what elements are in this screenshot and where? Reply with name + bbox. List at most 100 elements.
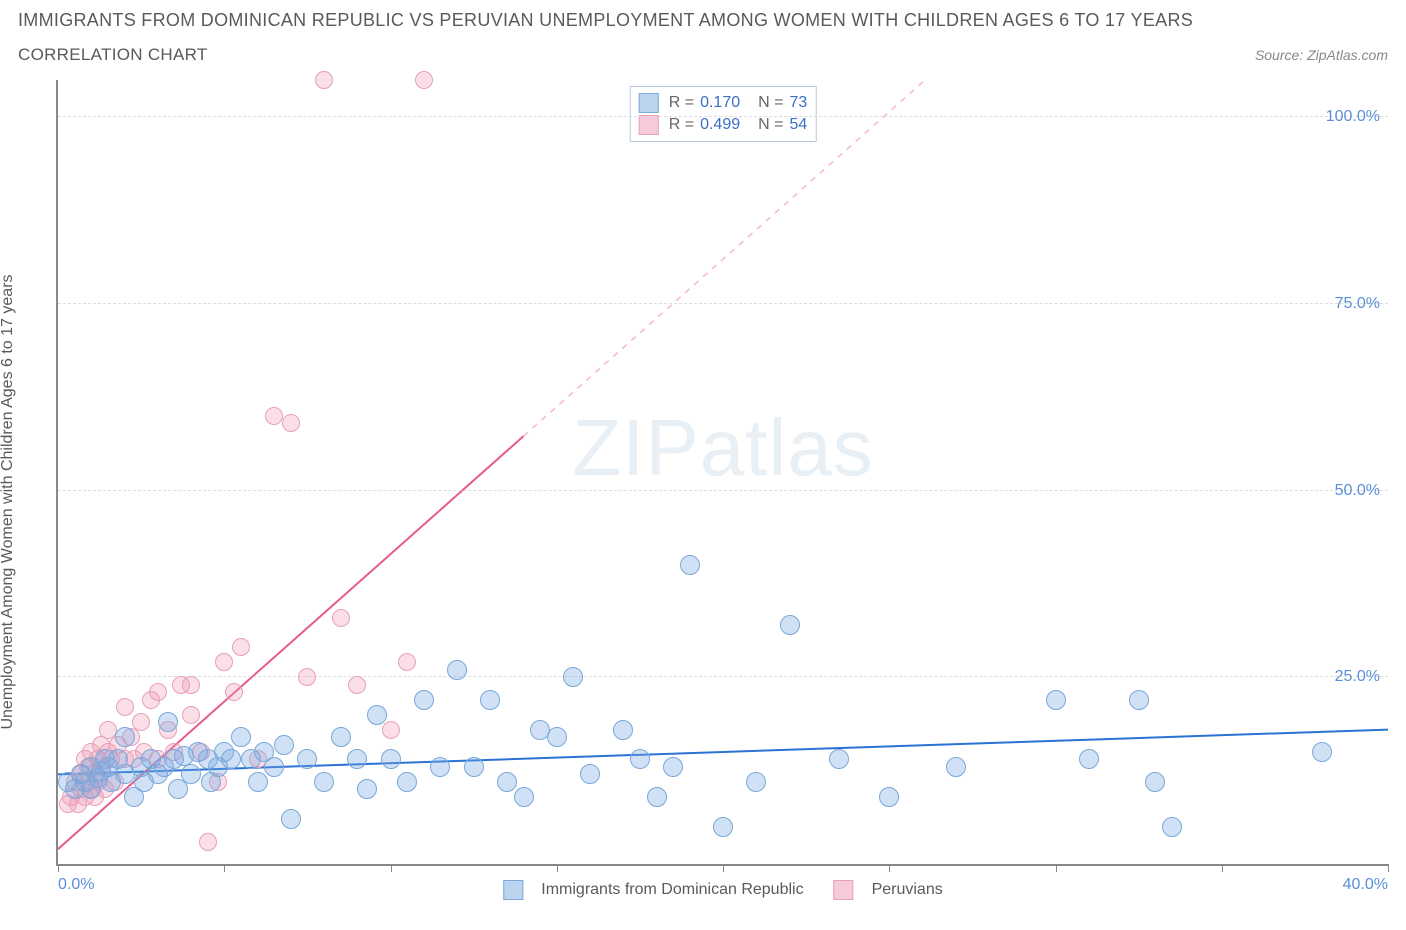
scatter-point-blue bbox=[357, 779, 377, 799]
x-tick-label-left: 0.0% bbox=[58, 876, 94, 894]
chart-source: Source: ZipAtlas.com bbox=[1255, 47, 1388, 63]
scatter-point-blue bbox=[563, 667, 583, 687]
legend-swatch-pink-icon bbox=[834, 880, 854, 900]
scatter-point-blue bbox=[663, 757, 683, 777]
gridline bbox=[58, 490, 1388, 491]
scatter-point-blue bbox=[514, 787, 534, 807]
trend-line-pink-solid bbox=[58, 436, 524, 849]
subtitle-row: CORRELATION CHART Source: ZipAtlas.com bbox=[18, 45, 1388, 65]
scatter-point-blue bbox=[447, 660, 467, 680]
scatter-point-pink bbox=[182, 676, 200, 694]
scatter-point-pink bbox=[232, 638, 250, 656]
scatter-point-blue bbox=[331, 727, 351, 747]
info-n-pink: 54 bbox=[789, 116, 807, 134]
scatter-point-pink bbox=[215, 653, 233, 671]
scatter-point-blue bbox=[879, 787, 899, 807]
scatter-point-blue bbox=[347, 749, 367, 769]
scatter-point-blue bbox=[829, 749, 849, 769]
scatter-point-blue bbox=[946, 757, 966, 777]
y-tick-label: 100.0% bbox=[1326, 108, 1380, 126]
scatter-point-blue bbox=[297, 749, 317, 769]
scatter-point-blue bbox=[158, 712, 178, 732]
info-row-pink: R = 0.499 N = 54 bbox=[639, 115, 808, 135]
scatter-point-blue bbox=[281, 809, 301, 829]
scatter-point-blue bbox=[248, 772, 268, 792]
x-tick-label-right: 40.0% bbox=[1343, 876, 1388, 894]
x-tick bbox=[889, 864, 890, 872]
scatter-point-pink bbox=[182, 706, 200, 724]
x-tick bbox=[58, 864, 59, 872]
scatter-point-pink bbox=[265, 407, 283, 425]
chart-subtitle: CORRELATION CHART bbox=[18, 45, 208, 65]
scatter-point-blue bbox=[381, 749, 401, 769]
gridline bbox=[58, 676, 1388, 677]
scatter-point-blue bbox=[746, 772, 766, 792]
scatter-point-blue bbox=[430, 757, 450, 777]
scatter-point-pink bbox=[116, 698, 134, 716]
y-tick-label: 75.0% bbox=[1335, 295, 1380, 313]
chart-header: IMMIGRANTS FROM DOMINICAN REPUBLIC VS PE… bbox=[0, 0, 1406, 65]
plot-region: ZIPatlas R = 0.170 N = 73 R = 0.499 N = … bbox=[56, 80, 1388, 866]
scatter-point-blue bbox=[630, 749, 650, 769]
x-tick bbox=[224, 864, 225, 872]
scatter-point-blue bbox=[414, 690, 434, 710]
scatter-point-blue bbox=[497, 772, 517, 792]
scatter-point-blue bbox=[580, 764, 600, 784]
bottom-legend: Immigrants from Dominican Republic Peruv… bbox=[503, 880, 942, 900]
scatter-point-blue bbox=[780, 615, 800, 635]
scatter-point-blue bbox=[547, 727, 567, 747]
scatter-point-pink bbox=[332, 609, 350, 627]
legend-label-pink: Peruvians bbox=[872, 881, 943, 899]
scatter-point-pink bbox=[415, 71, 433, 89]
scatter-point-pink bbox=[225, 683, 243, 701]
scatter-point-blue bbox=[1129, 690, 1149, 710]
scatter-point-pink bbox=[398, 653, 416, 671]
x-tick bbox=[557, 864, 558, 872]
scatter-point-pink bbox=[348, 676, 366, 694]
scatter-point-blue bbox=[115, 727, 135, 747]
scatter-point-blue bbox=[1046, 690, 1066, 710]
legend-swatch-blue-icon bbox=[503, 880, 523, 900]
info-r-label: R = bbox=[669, 116, 694, 134]
scatter-point-blue bbox=[680, 555, 700, 575]
info-r-label: R = bbox=[669, 94, 694, 112]
scatter-point-pink bbox=[382, 721, 400, 739]
info-r-blue: 0.170 bbox=[700, 94, 740, 112]
x-tick bbox=[1056, 864, 1057, 872]
scatter-point-blue bbox=[367, 705, 387, 725]
scatter-point-pink bbox=[132, 713, 150, 731]
gridline bbox=[58, 116, 1388, 117]
correlation-info-box: R = 0.170 N = 73 R = 0.499 N = 54 bbox=[630, 86, 817, 142]
info-row-blue: R = 0.170 N = 73 bbox=[639, 93, 808, 113]
info-r-pink: 0.499 bbox=[700, 116, 740, 134]
scatter-point-blue bbox=[181, 764, 201, 784]
scatter-point-blue bbox=[1162, 817, 1182, 837]
x-tick bbox=[1222, 864, 1223, 872]
scatter-point-blue bbox=[1079, 749, 1099, 769]
y-tick-label: 25.0% bbox=[1335, 668, 1380, 686]
x-tick bbox=[723, 864, 724, 872]
scatter-point-blue bbox=[231, 727, 251, 747]
legend-label-blue: Immigrants from Dominican Republic bbox=[541, 881, 803, 899]
info-n-label: N = bbox=[758, 116, 783, 134]
scatter-point-blue bbox=[613, 720, 633, 740]
scatter-point-blue bbox=[397, 772, 417, 792]
scatter-point-blue bbox=[1312, 742, 1332, 762]
x-tick bbox=[1388, 864, 1389, 872]
info-n-blue: 73 bbox=[789, 94, 807, 112]
scatter-point-blue bbox=[264, 757, 284, 777]
scatter-point-blue bbox=[274, 735, 294, 755]
scatter-point-blue bbox=[713, 817, 733, 837]
gridline bbox=[58, 303, 1388, 304]
scatter-point-pink bbox=[298, 668, 316, 686]
scatter-point-blue bbox=[1145, 772, 1165, 792]
scatter-point-pink bbox=[315, 71, 333, 89]
scatter-point-pink bbox=[282, 414, 300, 432]
scatter-point-pink bbox=[199, 833, 217, 851]
scatter-point-blue bbox=[647, 787, 667, 807]
x-tick bbox=[391, 864, 392, 872]
y-tick-label: 50.0% bbox=[1335, 482, 1380, 500]
info-n-label: N = bbox=[758, 94, 783, 112]
scatter-point-blue bbox=[464, 757, 484, 777]
chart-area: Unemployment Among Women with Children A… bbox=[18, 80, 1388, 906]
